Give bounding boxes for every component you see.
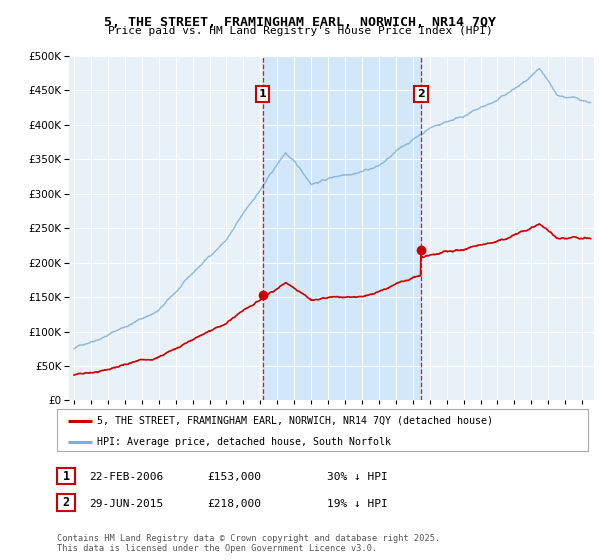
Text: 19% ↓ HPI: 19% ↓ HPI xyxy=(327,499,388,509)
Bar xyxy=(263,56,421,400)
Text: 29-JUN-2015: 29-JUN-2015 xyxy=(89,499,163,509)
Text: HPI: Average price, detached house, South Norfolk: HPI: Average price, detached house, Sout… xyxy=(97,437,391,446)
Text: 30% ↓ HPI: 30% ↓ HPI xyxy=(327,472,388,482)
Text: Contains HM Land Registry data © Crown copyright and database right 2025.
This d: Contains HM Land Registry data © Crown c… xyxy=(57,534,440,553)
Text: 1: 1 xyxy=(259,89,266,99)
Text: Price paid vs. HM Land Registry's House Price Index (HPI): Price paid vs. HM Land Registry's House … xyxy=(107,26,493,36)
Text: £218,000: £218,000 xyxy=(207,499,261,509)
Text: 5, THE STREET, FRAMINGHAM EARL, NORWICH, NR14 7QY (detached house): 5, THE STREET, FRAMINGHAM EARL, NORWICH,… xyxy=(97,416,493,426)
Text: 22-FEB-2006: 22-FEB-2006 xyxy=(89,472,163,482)
Text: 2: 2 xyxy=(417,89,425,99)
Text: £153,000: £153,000 xyxy=(207,472,261,482)
Text: 1: 1 xyxy=(62,469,70,483)
Text: 2: 2 xyxy=(62,496,70,510)
Text: 5, THE STREET, FRAMINGHAM EARL, NORWICH, NR14 7QY: 5, THE STREET, FRAMINGHAM EARL, NORWICH,… xyxy=(104,16,496,29)
